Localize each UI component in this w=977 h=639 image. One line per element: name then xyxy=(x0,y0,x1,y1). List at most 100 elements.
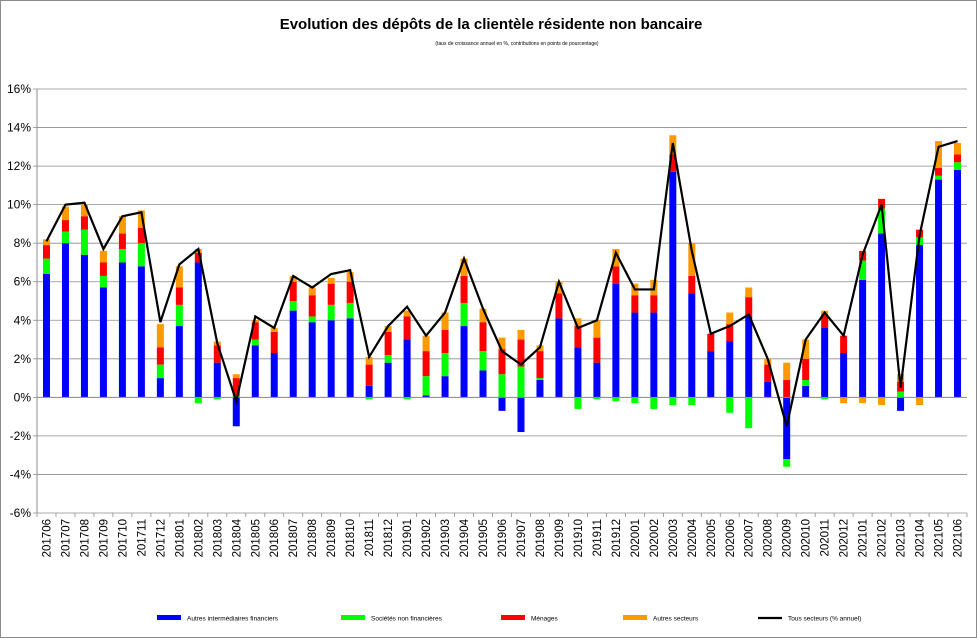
bar-segment xyxy=(859,279,867,398)
bar-segment xyxy=(726,324,734,342)
bar-segment xyxy=(384,362,392,398)
bar-segment xyxy=(593,320,601,338)
bar-segment xyxy=(99,287,107,398)
bar-segment xyxy=(118,233,126,249)
bar-segment xyxy=(137,227,145,244)
bar-segment xyxy=(441,376,449,398)
bar-segment xyxy=(251,345,259,398)
bar-segment xyxy=(42,274,50,398)
bar-segment xyxy=(118,216,126,234)
bar-segment xyxy=(327,304,335,321)
legend-swatch xyxy=(341,615,365,620)
x-tick-label: 201902 xyxy=(421,519,433,557)
bar-segment xyxy=(688,293,696,398)
bar-segment xyxy=(61,220,69,232)
x-tick-label: 201711 xyxy=(136,519,148,557)
bar-segment xyxy=(555,293,563,319)
bar-segment xyxy=(498,337,506,350)
x-tick-label: 201809 xyxy=(326,519,338,557)
bar-segment xyxy=(764,364,772,382)
bar-segment xyxy=(688,397,696,406)
x-tick-label: 202102 xyxy=(877,519,889,557)
bar-segment xyxy=(517,339,525,367)
y-tick-label: -4% xyxy=(10,467,32,481)
x-tick-label: 201912 xyxy=(611,519,623,557)
bar-segment xyxy=(99,250,107,263)
legend: Autres intermédiaires financiers Sociétés… xyxy=(157,615,861,623)
bar-segment xyxy=(403,397,411,400)
bar-segment xyxy=(80,216,88,230)
bar-segment xyxy=(346,318,354,398)
bar-segment xyxy=(289,310,297,398)
bar-segment xyxy=(574,397,582,409)
x-tick-label: 202002 xyxy=(649,519,661,557)
y-tick-label: 10% xyxy=(7,198,31,212)
bar-segment xyxy=(289,281,297,301)
bar-segment xyxy=(498,374,506,398)
bar-segment xyxy=(384,326,392,332)
x-tick-label: 201808 xyxy=(307,519,319,557)
bar-segment xyxy=(669,397,677,406)
bar-segment xyxy=(346,272,354,282)
bar-segment xyxy=(479,370,487,398)
bar-segment xyxy=(156,324,164,348)
total-line xyxy=(45,139,958,427)
bar-segment xyxy=(897,397,905,411)
bar-segment xyxy=(669,154,677,172)
bar-segment xyxy=(441,329,449,354)
x-tick-label: 201911 xyxy=(592,519,604,557)
bar-segment xyxy=(232,397,240,427)
bar-segment xyxy=(517,366,525,398)
bar-segment xyxy=(954,154,962,163)
bar-segment xyxy=(935,168,943,176)
x-tick-label: 202010 xyxy=(801,519,813,557)
x-tick-label: 201802 xyxy=(193,519,205,557)
bar-segment xyxy=(175,326,183,398)
bar-segment xyxy=(479,322,487,352)
bar-segment xyxy=(783,397,791,460)
x-axis-ticks: 201706 201707 201708 201709 201710 201711 2017… xyxy=(36,513,968,557)
bar-segment xyxy=(536,378,544,381)
x-tick-label: 202003 xyxy=(668,519,680,557)
bars xyxy=(42,135,962,467)
x-tick-label: 201812 xyxy=(383,519,395,557)
x-tick-label: 201811 xyxy=(364,519,376,557)
x-tick-label: 201807 xyxy=(288,519,300,557)
legend-label: Ménages xyxy=(531,616,558,623)
bar-segment xyxy=(707,351,715,398)
bar-segment xyxy=(384,354,392,363)
bar-segment xyxy=(80,204,88,217)
bar-segment xyxy=(232,378,240,396)
bar-segment xyxy=(897,391,905,398)
bar-segment xyxy=(726,341,734,398)
bar-segment xyxy=(61,206,69,221)
bar-segment xyxy=(593,397,601,400)
bar-segment xyxy=(365,356,373,365)
bar-segment xyxy=(840,353,848,398)
bar-segment xyxy=(365,397,373,400)
bar-segment xyxy=(80,229,88,255)
legend-swatch xyxy=(157,615,181,620)
bar-segment xyxy=(821,327,829,398)
bar-segment xyxy=(669,171,677,398)
bar-segment xyxy=(859,397,867,404)
bar-segment xyxy=(42,245,50,259)
x-tick-label: 202105 xyxy=(934,519,946,557)
bar-segment xyxy=(802,358,810,381)
bar-segment xyxy=(384,331,392,355)
x-tick-label: 202005 xyxy=(706,519,718,557)
x-tick-label: 202101 xyxy=(858,519,870,557)
bar-segment xyxy=(175,287,183,305)
bar-segment xyxy=(726,312,734,325)
bar-segment xyxy=(612,248,620,267)
bar-segment xyxy=(403,339,411,398)
y-axis-ticks: -6% -4% -2% 0% 2% 4% 6% 8% 10% 12% 14% 16% xyxy=(7,82,31,520)
bar-segment xyxy=(954,142,962,155)
y-tick-label: 14% xyxy=(7,121,31,135)
bar-segment xyxy=(935,179,943,398)
bar-segment xyxy=(232,374,240,379)
bar-segment xyxy=(365,385,373,398)
bar-segment xyxy=(916,397,924,406)
bar-segment xyxy=(422,395,430,398)
bar-segment xyxy=(745,316,753,398)
